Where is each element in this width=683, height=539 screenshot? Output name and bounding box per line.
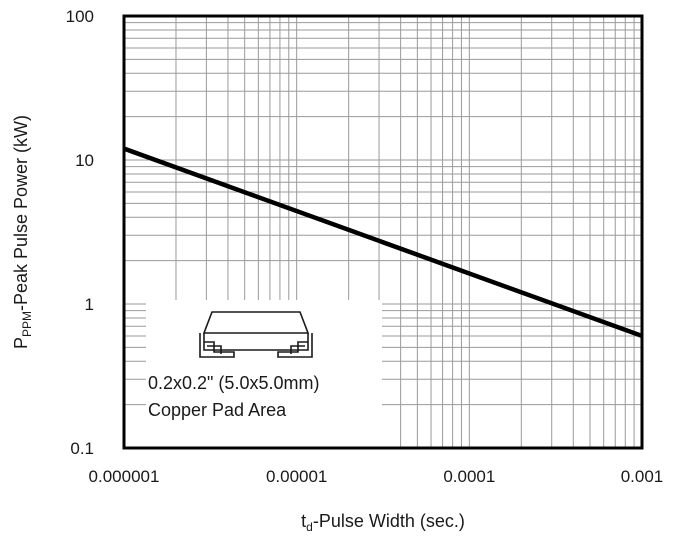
x-axis-label: td-Pulse Width (sec.) (301, 511, 465, 534)
annotation-background (146, 300, 382, 447)
y-axis-label: PPPM-Peak Pulse Power (kW) (11, 115, 34, 349)
x-tick-label: 0.0001 (443, 467, 495, 486)
x-tick-labels: 0.000001 0.00001 0.0001 0.001 (89, 467, 664, 486)
annotation-line-1: 0.2x0.2" (5.0x5.0mm) (148, 373, 319, 393)
plot-frame (122, 14, 644, 450)
y-tick-label: 0.1 (70, 439, 94, 458)
y-tick-label: 10 (75, 151, 94, 170)
x-tick-label: 0.000001 (89, 467, 160, 486)
x-tick-label: 0.00001 (266, 467, 327, 486)
annotation-line-2: Copper Pad Area (148, 400, 287, 420)
x-tick-label: 0.001 (621, 467, 664, 486)
y-tick-label: 100 (66, 7, 94, 26)
y-tick-label: 1 (85, 295, 94, 314)
smd-package-icon (199, 311, 313, 358)
series-layer (123, 146, 643, 339)
y-tick-labels: 0.1 1 10 100 (66, 7, 94, 458)
series-line (123, 146, 643, 339)
grid-lines (123, 16, 642, 449)
